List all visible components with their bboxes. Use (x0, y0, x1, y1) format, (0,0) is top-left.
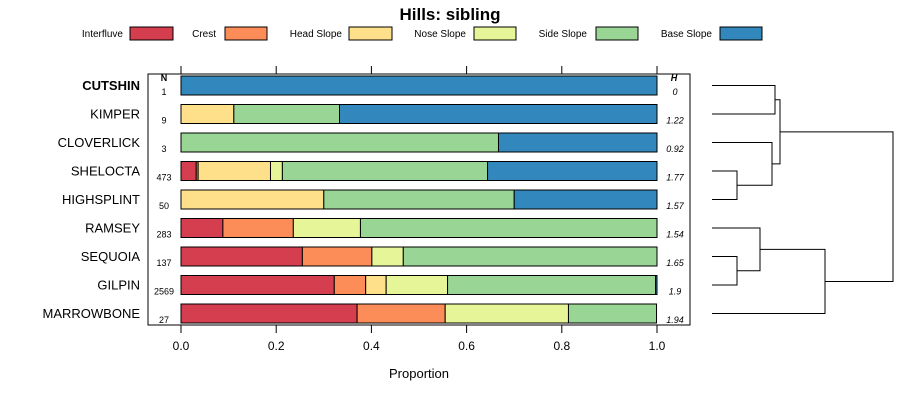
category-label: CLOVERLICK (58, 135, 141, 150)
dendrogram (712, 85, 894, 314)
dendrogram-branch (712, 85, 776, 115)
bar-segment (180, 303, 358, 324)
category-label: KIMPER (90, 107, 140, 122)
bar-segment (269, 161, 283, 181)
bar-segment (444, 303, 569, 324)
legend-label: Head Slope (290, 29, 343, 40)
legend-swatch (719, 26, 763, 41)
category-label: SEQUOIA (81, 249, 141, 264)
bar-segment (359, 218, 658, 238)
h-value: 0 (672, 87, 677, 97)
bar-segment (292, 218, 361, 238)
row-labels: CUTSHIN 1 0 KIMPER 9 1.22 CLOVERLICK 3 0.92 SHELO… (43, 78, 685, 325)
bar-segment (180, 189, 325, 210)
n-value: 137 (156, 258, 171, 268)
bar-segment (487, 161, 658, 181)
n-value: 50 (159, 201, 169, 211)
bar-segment (180, 246, 303, 267)
legend-swatch (224, 26, 268, 41)
x-tick-label: 0.6 (458, 339, 475, 353)
h-value: 1.65 (666, 258, 685, 268)
bar-segment (567, 303, 658, 324)
legend-swatch (348, 26, 393, 41)
legend-label: Crest (192, 29, 216, 40)
h-value: 1.94 (666, 315, 684, 325)
x-tick-label: 0.2 (268, 339, 285, 353)
h-value: 1.54 (666, 230, 684, 240)
bar-segment (365, 275, 387, 295)
bar-segment (180, 132, 499, 153)
bar-segment (180, 275, 335, 295)
bar-segment (222, 218, 294, 238)
bar-segment (385, 275, 449, 295)
category-label: SHELOCTA (71, 164, 140, 179)
legend-swatch (473, 26, 517, 41)
bar-segment (197, 161, 271, 181)
dendrogram-branch (712, 170, 738, 200)
bar-segment (497, 132, 658, 153)
x-axis: 0.0 0.2 0.4 0.6 0.8 1.0 (173, 325, 666, 353)
n-value: 2569 (154, 287, 174, 297)
x-tick-label: 0.8 (553, 339, 570, 353)
bar-segment (180, 161, 197, 181)
n-value: 27 (159, 315, 169, 325)
bar-segment (301, 246, 373, 267)
top-axis-ticks (180, 66, 658, 74)
dendrogram-branch (712, 256, 738, 286)
n-value: 283 (156, 230, 171, 240)
bar-segment (233, 104, 341, 124)
x-tick-label: 0.4 (363, 339, 380, 353)
h-value: 1.22 (666, 116, 684, 126)
category-label: MARROWBONE (43, 306, 141, 321)
bar-segment (447, 275, 657, 295)
n-value: 9 (161, 116, 166, 126)
category-label: RAMSEY (85, 221, 140, 236)
dendrogram-branch (712, 142, 773, 186)
legend-label: Base Slope (661, 29, 713, 40)
bar-segment (323, 189, 515, 210)
bar-segment (281, 161, 489, 181)
h-value: 1.77 (666, 173, 685, 183)
chart-title: Hills: sibling (399, 5, 500, 24)
x-tick-label: 0.0 (173, 339, 190, 353)
legend-label: Nose Slope (414, 29, 466, 40)
bar-segment (655, 275, 658, 295)
category-label: GILPIN (97, 278, 140, 293)
n-value: 473 (156, 173, 171, 183)
bar-segment (333, 275, 367, 295)
bar-segment (402, 246, 658, 267)
legend-label: Side Slope (539, 29, 588, 40)
bar-segment (371, 246, 404, 267)
plot-frame (147, 73, 691, 326)
bars (180, 75, 658, 324)
h-value: 0.92 (666, 144, 684, 154)
legend: Interfluve Crest Head Slope Nose Slope Side … (82, 26, 763, 41)
bar-segment (339, 104, 658, 124)
dendrogram-branch (712, 227, 761, 272)
n-value: 1 (161, 87, 166, 97)
legend-swatch (129, 26, 174, 41)
bar-segment (180, 75, 658, 96)
x-axis-title: Proportion (389, 366, 449, 381)
x-tick-label: 1.0 (649, 339, 666, 353)
category-label: HIGHSPLINT (62, 192, 140, 207)
legend-swatch (595, 26, 639, 41)
h-column-header: H (671, 73, 678, 83)
legend-label: Interfluve (82, 29, 124, 40)
h-value: 1.57 (666, 201, 685, 211)
category-label: CUTSHIN (82, 78, 140, 93)
n-value: 3 (161, 144, 166, 154)
bar-segment (356, 303, 446, 324)
dendrogram-branch (772, 99, 781, 165)
bar-segment (180, 104, 235, 124)
dendrogram-branch (712, 248, 826, 314)
n-column-header: N (161, 73, 168, 83)
bar-segment (180, 218, 224, 238)
bar-segment (513, 189, 658, 210)
dendrogram-branch (780, 131, 894, 282)
h-value: 1.9 (669, 287, 682, 297)
